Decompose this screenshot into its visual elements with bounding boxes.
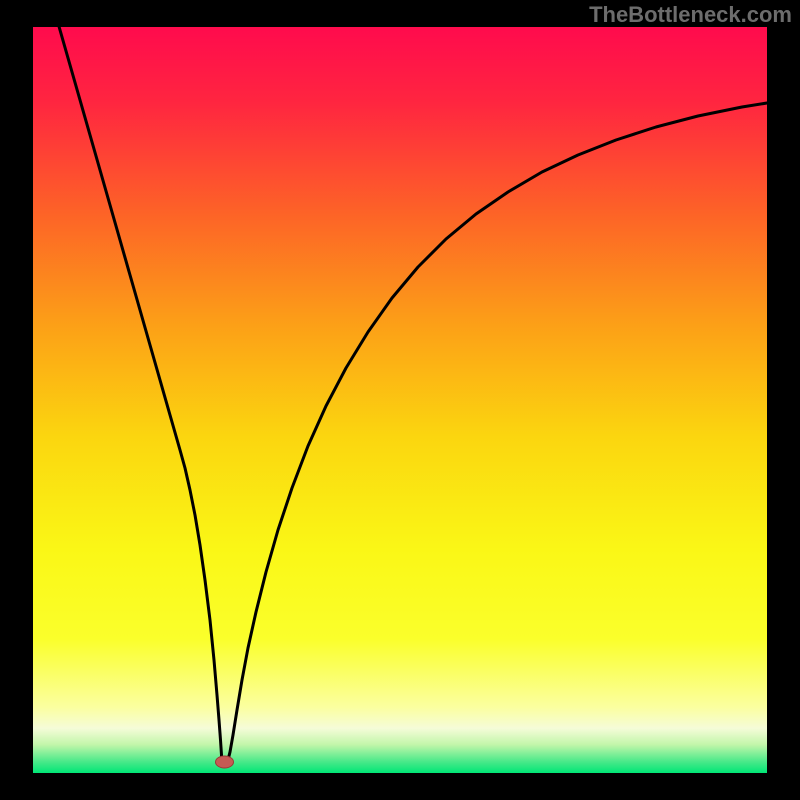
chart-container: { "attribution": { "text": "TheBottlenec…	[0, 0, 800, 800]
attribution-text: TheBottleneck.com	[589, 2, 792, 28]
plot-background	[33, 27, 767, 773]
minimum-marker	[216, 756, 234, 768]
bottleneck-chart	[0, 0, 800, 800]
